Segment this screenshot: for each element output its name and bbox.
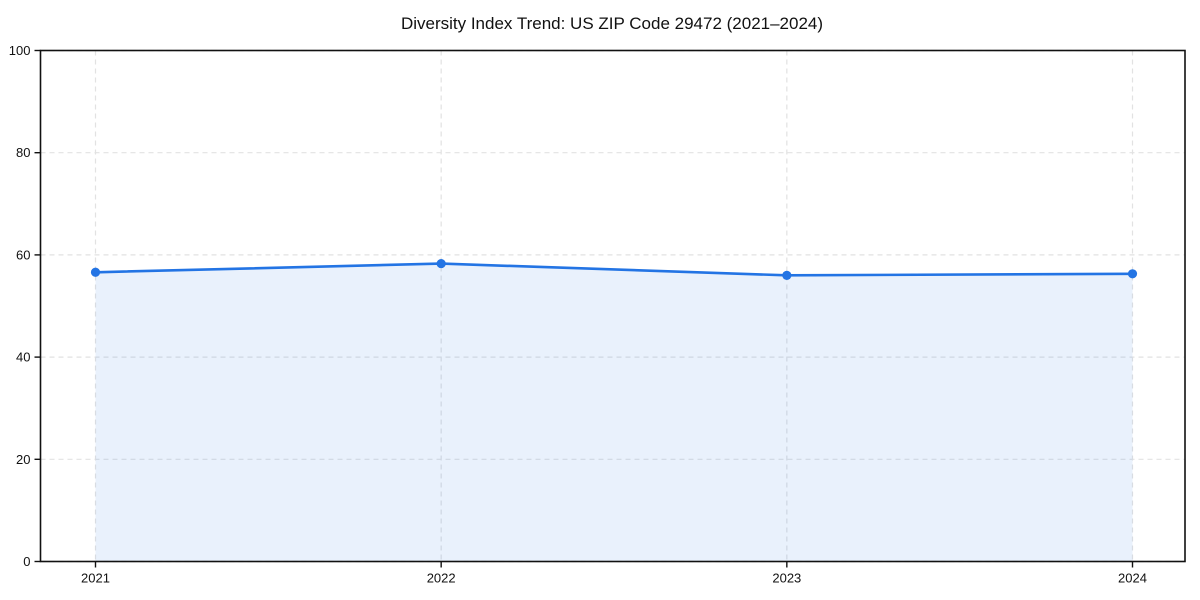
x-tick-label: 2022 xyxy=(427,571,456,586)
axes xyxy=(34,49,1186,568)
trend-line xyxy=(94,262,1134,277)
y-axis-tick-labels: 0 20 40 60 80 100 xyxy=(9,43,31,569)
series-line xyxy=(94,262,1134,277)
x-tick-label: 2023 xyxy=(772,571,801,586)
x-tick-label: 2024 xyxy=(1118,571,1147,586)
data-point xyxy=(1127,269,1138,279)
data-point-markers xyxy=(90,258,1138,280)
series-area xyxy=(95,263,1133,562)
y-tick-label: 60 xyxy=(16,247,30,262)
y-tick-label: 40 xyxy=(16,350,30,365)
area-fill xyxy=(95,263,1133,562)
y-tick-label: 20 xyxy=(16,452,30,467)
y-tick-label: 80 xyxy=(16,145,30,160)
data-point xyxy=(436,258,446,269)
x-axis-tick-labels: 2021 2022 2023 2024 xyxy=(81,571,1147,586)
data-point xyxy=(782,270,792,280)
data-point xyxy=(90,267,101,277)
y-tick-label: 100 xyxy=(9,43,31,58)
y-tick-label: 0 xyxy=(23,554,30,569)
x-tick-label: 2021 xyxy=(81,571,110,586)
chart-title: Diversity Index Trend: US ZIP Code 29472… xyxy=(401,14,823,33)
plot-border xyxy=(39,49,1186,563)
